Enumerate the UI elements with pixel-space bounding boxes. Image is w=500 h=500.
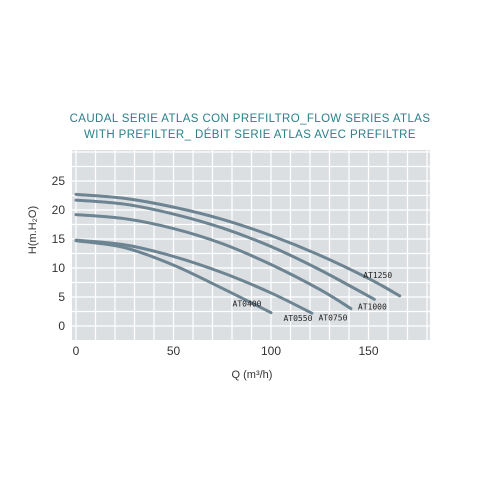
series-line-at1000 [74, 198, 376, 301]
x-tick-label: 0 [73, 344, 80, 358]
chart-title-line-1: CAUDAL SERIE ATLAS CON PREFILTRO_FLOW SE… [70, 113, 431, 125]
series-label-at0750: AT0750 [318, 314, 347, 323]
series-line-at0400 [74, 239, 273, 315]
series-label-at1250: AT1250 [363, 271, 392, 280]
tick-labels: 0 50 100 150 0 5 10 15 20 25 [52, 174, 379, 358]
series-labels: AT0400 AT0550 AT0750 AT1000 AT1250 [233, 271, 393, 323]
series-label-at0400: AT0400 [233, 300, 262, 309]
x-tick-label: 100 [261, 344, 281, 358]
y-tick-label: 0 [58, 319, 65, 333]
y-tick-label: 20 [52, 203, 66, 217]
chart-title-line-2: WITH PREFILTER_ DÉBIT SERIE ATLAS AVEC P… [84, 128, 416, 141]
x-tick-label: 50 [167, 344, 181, 358]
y-tick-label: 5 [58, 290, 65, 304]
y-tick-label: 15 [52, 232, 66, 246]
y-tick-label: 25 [52, 174, 66, 188]
series-line-at1250 [74, 192, 402, 298]
x-axis-label: Q (m³/h) [232, 369, 273, 381]
series-lines [74, 192, 402, 315]
series-line-at0750 [74, 213, 353, 311]
y-tick-label: 10 [52, 261, 66, 275]
series-label-at1000: AT1000 [358, 302, 387, 311]
y-axis-label: H(m.H₂O) [27, 206, 39, 254]
series-label-at0550: AT0550 [283, 314, 312, 323]
x-tick-label: 150 [358, 344, 378, 358]
series-line-at0550 [74, 238, 314, 315]
